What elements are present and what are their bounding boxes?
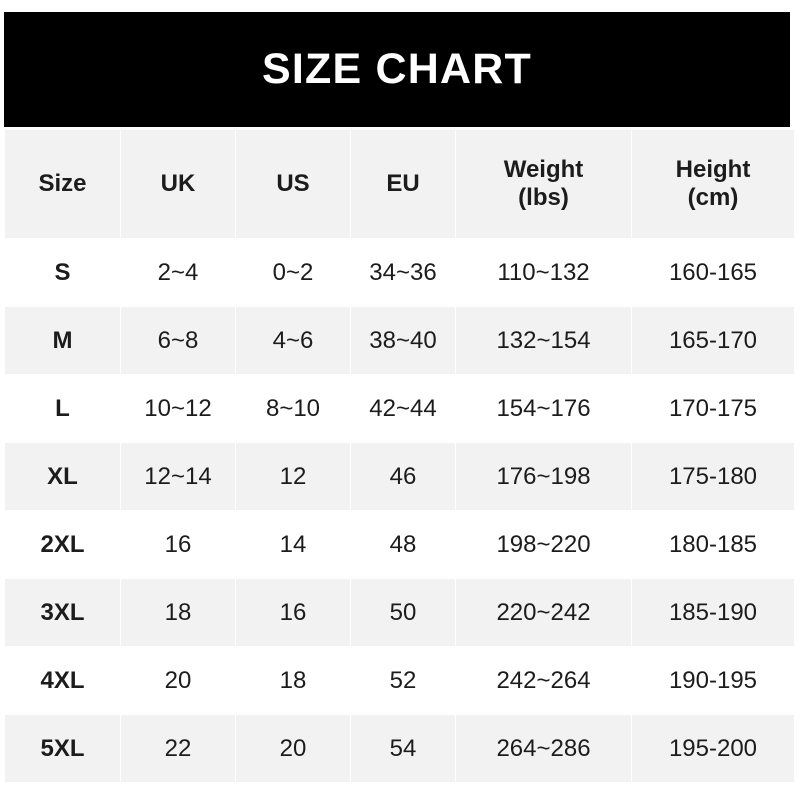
size-chart-table: Size UK US EU Weight (lbs) Height (cm) S 2~4 0~2 3… [4,129,795,783]
column-header-unit: (lbs) [518,184,569,211]
cell-uk: 22 [121,715,235,782]
cell-height: 170-175 [632,375,794,442]
cell-weight: 176~198 [456,443,631,510]
table-row: M 6~8 4~6 38~40 132~154 165-170 [5,307,794,374]
cell-weight: 220~242 [456,579,631,646]
cell-height: 165-170 [632,307,794,374]
cell-eu: 42~44 [351,375,455,442]
column-header-size: Size [5,130,120,238]
cell-eu: 38~40 [351,307,455,374]
column-header-eu: EU [351,130,455,238]
cell-uk: 12~14 [121,443,235,510]
cell-size: 4XL [5,647,120,714]
cell-uk: 6~8 [121,307,235,374]
cell-height: 180-185 [632,511,794,578]
column-header-label: Height [675,155,751,183]
column-header-label: US [276,169,310,197]
column-header-uk: UK [121,130,235,238]
cell-us: 20 [236,715,350,782]
table-row: L 10~12 8~10 42~44 154~176 170-175 [5,375,794,442]
cell-size: L [5,375,120,442]
cell-size: S [5,239,120,306]
table-row: 4XL 20 18 52 242~264 190-195 [5,647,794,714]
cell-size: 3XL [5,579,120,646]
cell-height: 185-190 [632,579,794,646]
cell-us: 12 [236,443,350,510]
cell-size: XL [5,443,120,510]
cell-weight: 154~176 [456,375,631,442]
cell-weight: 198~220 [456,511,631,578]
cell-us: 18 [236,647,350,714]
cell-eu: 50 [351,579,455,646]
cell-eu: 34~36 [351,239,455,306]
cell-height: 195-200 [632,715,794,782]
cell-eu: 54 [351,715,455,782]
cell-eu: 48 [351,511,455,578]
size-chart-title-band: SIZE CHART [4,12,790,127]
cell-uk: 2~4 [121,239,235,306]
cell-us: 14 [236,511,350,578]
table-row: XL 12~14 12 46 176~198 175-180 [5,443,794,510]
cell-uk: 10~12 [121,375,235,442]
cell-height: 190-195 [632,647,794,714]
cell-weight: 264~286 [456,715,631,782]
column-header-weight: Weight (lbs) [456,130,631,238]
column-header-label: Weight [503,155,584,183]
column-header-label: Size [38,169,87,197]
cell-us: 0~2 [236,239,350,306]
table-row: 5XL 22 20 54 264~286 195-200 [5,715,794,782]
table-row: S 2~4 0~2 34~36 110~132 160-165 [5,239,794,306]
cell-size: 2XL [5,511,120,578]
cell-uk: 18 [121,579,235,646]
cell-eu: 52 [351,647,455,714]
column-header-height: Height (cm) [632,130,794,238]
cell-height: 175-180 [632,443,794,510]
cell-size: 5XL [5,715,120,782]
cell-weight: 242~264 [456,647,631,714]
table-row: 3XL 18 16 50 220~242 185-190 [5,579,794,646]
page-title: SIZE CHART [262,45,532,93]
table-row: 2XL 16 14 48 198~220 180-185 [5,511,794,578]
table-header-row: Size UK US EU Weight (lbs) Height (cm) [5,130,794,238]
cell-height: 160-165 [632,239,794,306]
table-body: S 2~4 0~2 34~36 110~132 160-165 M 6~8 4~6 38~40 13… [5,239,794,782]
cell-weight: 132~154 [456,307,631,374]
cell-us: 4~6 [236,307,350,374]
cell-us: 8~10 [236,375,350,442]
column-header-label: UK [160,169,196,197]
cell-eu: 46 [351,443,455,510]
column-header-unit: (cm) [687,184,739,211]
cell-size: M [5,307,120,374]
table-header: Size UK US EU Weight (lbs) Height (cm) [5,130,794,238]
column-header-label: EU [386,169,420,197]
cell-uk: 20 [121,647,235,714]
cell-weight: 110~132 [456,239,631,306]
cell-uk: 16 [121,511,235,578]
cell-us: 16 [236,579,350,646]
column-header-us: US [236,130,350,238]
